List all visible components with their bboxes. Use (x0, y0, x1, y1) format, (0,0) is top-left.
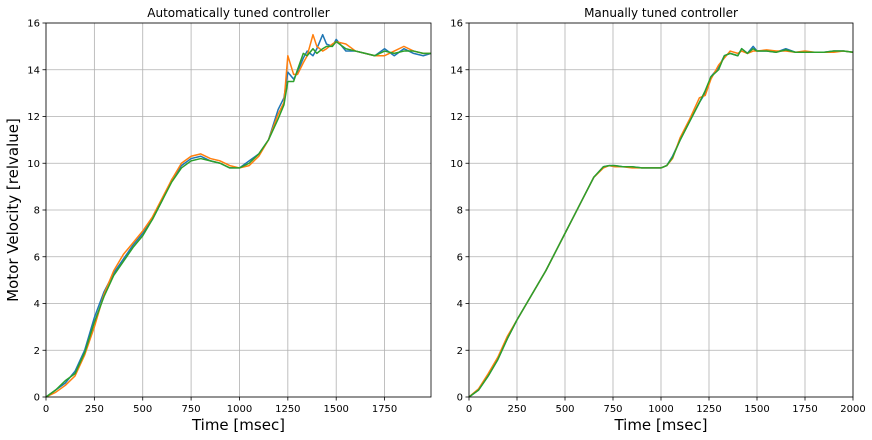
manual-tuned-panel: 0 250 500 750 1000 1250 1500 1750 2000 0 2 4 6 8 10 12 1… (450, 6, 865, 434)
y-tick-label: 0 (34, 393, 40, 404)
y-tick-label: 4 (34, 299, 40, 310)
y-tick-label: 8 (34, 206, 40, 217)
manual-grid (468, 22, 854, 398)
x-tick-label: 1000 (227, 404, 252, 415)
y-tick-label: 14 (27, 65, 40, 76)
y-tick-label: 8 (457, 206, 463, 217)
manual-series-line-3 (468, 47, 854, 398)
x-tick-label: 1250 (696, 404, 721, 415)
y-tick-label: 14 (450, 65, 463, 76)
auto-series-line-1 (45, 33, 432, 398)
x-tick-label: 250 (507, 404, 526, 415)
x-tick-label: 0 (43, 404, 49, 415)
figure-y-axis-label: Motor Velocity [relvalue] (4, 118, 22, 302)
auto-series-line-2 (45, 33, 431, 398)
x-tick-label: 1000 (648, 404, 673, 415)
y-tick-label: 10 (27, 159, 40, 170)
y-tick-label: 16 (450, 19, 463, 30)
x-tick-label: 1500 (744, 404, 769, 415)
x-tick-label: 750 (603, 404, 622, 415)
x-tick-label: 750 (182, 404, 201, 415)
y-tick-label: 6 (34, 252, 40, 263)
y-tick-label: 0 (457, 393, 463, 404)
manual-x-axis-label: Time [msec] (613, 416, 707, 434)
manual-panel-title: Manually tuned controller (584, 6, 738, 20)
auto-grid (45, 22, 431, 398)
auto-series-line-3 (45, 40, 431, 398)
y-tick-label: 10 (450, 159, 463, 170)
x-tick-label: 500 (133, 404, 152, 415)
x-tick-label: 2000 (840, 404, 865, 415)
y-tick-label: 12 (27, 112, 40, 123)
x-tick-label: 500 (555, 404, 574, 415)
auto-tuned-panel: 0 250 500 750 1000 1250 1500 1750 0 2 4 6 8 10 12 14 16 A… (27, 6, 432, 434)
x-tick-label: 1750 (372, 404, 397, 415)
auto-x-axis-label: Time [msec] (191, 416, 285, 434)
auto-panel-title: Automatically tuned controller (147, 6, 330, 20)
y-tick-label: 12 (450, 112, 463, 123)
y-tick-label: 2 (457, 346, 463, 357)
x-tick-label: 1750 (792, 404, 817, 415)
x-tick-label: 250 (85, 404, 104, 415)
x-tick-label: 1500 (323, 404, 348, 415)
y-tick-label: 6 (457, 252, 463, 263)
x-tick-label: 0 (466, 404, 472, 415)
x-tick-label: 1250 (275, 404, 300, 415)
y-tick-label: 16 (27, 19, 40, 30)
y-tick-label: 2 (34, 346, 40, 357)
y-tick-label: 4 (457, 299, 463, 310)
